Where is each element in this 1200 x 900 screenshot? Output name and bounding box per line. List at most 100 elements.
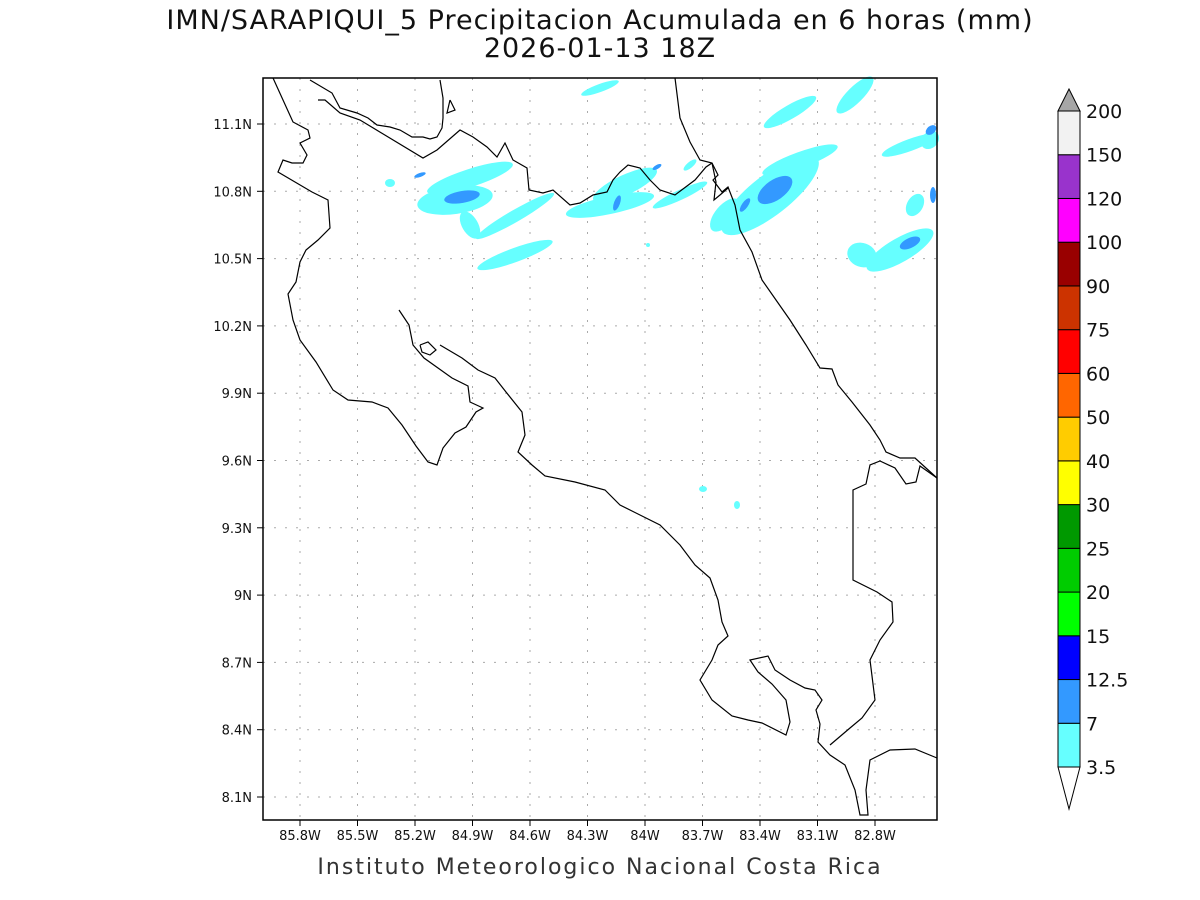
colorbar-label: 3.5: [1086, 757, 1116, 779]
precip-area-light: [581, 80, 619, 96]
precip-area-medium: [930, 187, 936, 203]
lon-tick-label: 84.6W: [509, 829, 551, 844]
colorbar-segment: [1057, 504, 1081, 549]
colorbar-segment: [1057, 110, 1081, 156]
footer-credit: Instituto Meteorologico Nacional Costa R…: [317, 855, 883, 880]
lat-tick-label: 10.5N: [213, 253, 252, 268]
precip-area-medium: [652, 163, 662, 171]
precip-area-light: [847, 242, 877, 268]
precip-area-light: [699, 486, 707, 492]
colorbar-label: 15: [1086, 626, 1110, 648]
colorbar-over-triangle: [1057, 87, 1081, 112]
precip-area-light: [427, 161, 513, 195]
colorbar-label: 40: [1086, 451, 1110, 473]
precip-area-medium: [444, 190, 480, 204]
precip-area-medium: [613, 195, 621, 211]
precip-area-light: [710, 198, 740, 232]
colorbar-segment: [1057, 722, 1081, 768]
colorbar-segment: [1057, 372, 1081, 418]
colorbar-segment: [1057, 547, 1081, 593]
coastline: [439, 344, 938, 816]
colorbar-label: 30: [1086, 495, 1110, 517]
colorbar-label: 25: [1086, 538, 1110, 560]
precip-area-light: [385, 179, 395, 187]
colorbar-label: 7: [1086, 713, 1098, 735]
lon-tick-label: 85.8W: [279, 829, 321, 844]
lat-tick-label: 8.7N: [222, 656, 252, 671]
colorbar-label: 200: [1086, 101, 1122, 123]
lon-tick-label: 84.9W: [452, 829, 494, 844]
lon-tick-label: 83.4W: [739, 829, 781, 844]
precip-area-light: [565, 192, 655, 218]
colorbar-label: 50: [1086, 407, 1110, 429]
colorbar-segment: [1057, 679, 1081, 724]
colorbar-segment: [1057, 285, 1081, 331]
lat-tick-label: 8.4N: [222, 724, 252, 739]
lon-tick-label: 83.1W: [797, 829, 839, 844]
precip-area-light: [652, 181, 708, 209]
chart-title: IMN/SARAPIQUI_5 Precipitacion Acumulada …: [166, 5, 1034, 36]
colorbar-label: 12.5: [1086, 670, 1128, 692]
latitude-labels: 11.1N 10.8N 10.5N 10.2N 9.9N 9.6N 9.3N 9N 8.7N 8.…: [213, 118, 263, 806]
coastline: [446, 99, 456, 114]
colorbar-label: 90: [1086, 276, 1110, 298]
colorbar-label: 120: [1086, 188, 1122, 210]
precip-area-light: [683, 159, 697, 171]
precip-area-light: [477, 239, 553, 271]
coastline: [309, 79, 444, 140]
colorbar-segment: [1057, 329, 1081, 374]
precip-area-medium: [757, 175, 793, 205]
coastline: [272, 77, 485, 466]
chart-subtitle-datetime: 2026-01-13 18Z: [483, 33, 717, 64]
map-frame: [262, 77, 938, 821]
colorbar-label: 75: [1086, 320, 1110, 342]
precip-area-light: [475, 192, 555, 240]
colorbar-segment: [1057, 154, 1081, 199]
coastline: [318, 99, 713, 206]
colorbar-segment: [1057, 460, 1081, 506]
precip-area-light: [646, 243, 650, 247]
lon-tick-label: 84W: [630, 829, 660, 844]
colorbar-segment: [1057, 416, 1081, 462]
precipitation-fields: [385, 76, 940, 509]
lon-tick-label: 83.7W: [682, 829, 724, 844]
precip-area-medium: [414, 172, 426, 178]
colorbar-segment: [1057, 197, 1081, 243]
precip-area-light: [905, 193, 925, 217]
precip-area-medium: [925, 125, 937, 135]
lat-tick-label: 8.1N: [222, 791, 252, 806]
lon-tick-label: 82.8W: [854, 829, 896, 844]
precip-area-light: [734, 501, 740, 509]
precip-area-medium: [899, 236, 921, 250]
lon-tick-label: 85.5W: [337, 829, 379, 844]
colorbar-label: 150: [1086, 145, 1122, 167]
colorbar-legend: 3.5 7 12.5 15 20 25 30 40 50 60 75 90 100 120 150 200: [1057, 87, 1128, 811]
graticule: [263, 78, 937, 820]
colorbar-label: 60: [1086, 363, 1110, 385]
colorbar-label: 20: [1086, 582, 1110, 604]
colorbar-under-triangle: [1057, 766, 1081, 811]
lat-tick-label: 9N: [234, 589, 252, 604]
longitude-labels: 85.8W 85.5W 85.2W 84.9W 84.6W 84.3W 84W 83.7W 83…: [279, 820, 896, 844]
precip-area-light: [763, 95, 817, 129]
precip-area-medium: [739, 198, 751, 212]
coastline: [711, 162, 729, 202]
precip-area-light: [836, 76, 874, 114]
coastlines-borders: [272, 77, 938, 816]
precip-area-light: [920, 130, 940, 150]
coastline: [419, 341, 437, 356]
precip-area-light: [592, 167, 658, 203]
lat-tick-label: 9.6N: [222, 455, 252, 470]
precip-area-light: [459, 211, 481, 239]
lat-tick-label: 9.9N: [222, 387, 252, 402]
colorbar-label: 100: [1086, 232, 1122, 254]
coastline: [674, 77, 938, 479]
colorbar-segment: [1057, 635, 1081, 681]
colorbar-segment: [1057, 591, 1081, 637]
lat-tick-label: 10.2N: [213, 320, 252, 335]
lat-tick-label: 11.1N: [213, 118, 252, 133]
lon-tick-label: 85.2W: [394, 829, 436, 844]
lat-tick-label: 9.3N: [222, 522, 252, 537]
lon-tick-label: 84.3W: [567, 829, 609, 844]
